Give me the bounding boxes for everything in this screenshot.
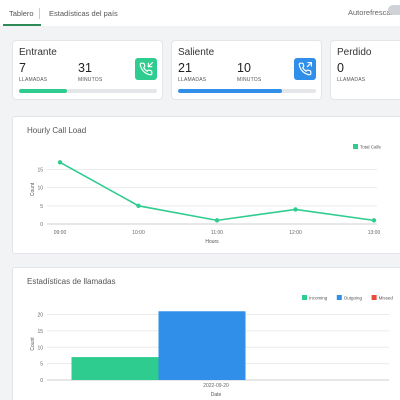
y-tick-label: 10: [37, 186, 43, 192]
bar-incoming: [71, 357, 159, 380]
y-tick-label: 20: [37, 313, 43, 319]
calls-unit: LLAMADAS: [19, 77, 48, 83]
x-axis-label: Date: [211, 392, 222, 398]
incoming-call-icon: [135, 58, 157, 80]
x-axis-label: Hours: [205, 239, 219, 245]
tab-bar: Tablero Estadísticas del país Autorefres…: [0, 0, 400, 26]
y-tick-label: 10: [37, 345, 43, 351]
data-point: [214, 218, 220, 223]
incoming-progress: [19, 89, 157, 93]
calls-value: 0: [337, 61, 344, 75]
series-line-total-calls: [59, 161, 375, 222]
data-point: [371, 218, 377, 223]
x-tick-label: 10:00: [132, 230, 145, 236]
calls-value: 21: [178, 61, 192, 75]
x-tick-label: 13:00: [368, 230, 381, 236]
auto-refresh-label: Autorefrescar: [348, 8, 394, 17]
legend-label-incoming: Incoming: [309, 296, 328, 301]
active-tab-indicator: [3, 24, 41, 26]
outgoing-card: Saliente 21 LLAMADAS 10 MINUTOS: [171, 40, 322, 100]
x-tick-label: 2022-09-20: [203, 383, 229, 389]
tab-divider: [39, 8, 40, 19]
tab-country-stats[interactable]: Estadísticas del país: [49, 9, 118, 18]
hourly-call-load-panel: Hourly Call Load 0 5 10 15 09:00 10:00 11:00 12…: [12, 116, 400, 254]
minutes-unit: MINUTOS: [78, 77, 103, 83]
incoming-progress-fill: [19, 89, 68, 93]
panel-title: Hourly Call Load: [27, 126, 87, 135]
auto-refresh-toggle[interactable]: [388, 5, 400, 15]
incoming-card: Entrante 7 LLAMADAS 31 MINUTOS: [12, 40, 163, 100]
call-statistics-panel: Estadísticas de llamadas 0 5 10 15 20 2022-09…: [12, 267, 400, 400]
minutes-unit: MINUTOS: [237, 77, 262, 83]
y-axis-label: Count: [30, 337, 36, 351]
y-tick-label: 5: [40, 204, 43, 210]
data-point: [136, 203, 141, 209]
y-tick-label: 5: [40, 362, 43, 368]
card-title: Entrante: [19, 47, 57, 58]
calls-unit: LLAMADAS: [178, 77, 207, 83]
minutes-value: 31: [78, 61, 92, 75]
calls-value: 7: [19, 61, 26, 75]
data-point: [293, 207, 298, 212]
missed-card: Perdido 0 LLAMADAS: [330, 40, 400, 100]
card-title: Perdido: [337, 47, 372, 58]
outgoing-call-icon: [294, 58, 316, 80]
card-title: Saliente: [178, 47, 215, 58]
y-axis-label: Count: [30, 182, 36, 196]
bar-outgoing: [158, 311, 246, 380]
outgoing-progress: [178, 89, 316, 93]
call-stats-bar-chart: 0 5 10 15 20 2022-09-20 Date Count Incoming Outgo…: [30, 295, 394, 398]
legend-label-missed: Missed: [379, 296, 394, 301]
y-tick-label: 15: [37, 168, 43, 174]
legend-label-outgoing: Outgoing: [344, 296, 363, 301]
calls-unit: LLAMADAS: [337, 77, 366, 83]
panel-title: Estadísticas de llamadas: [27, 277, 116, 286]
x-tick-label: 11:00: [211, 230, 223, 236]
tab-dashboard[interactable]: Tablero: [9, 9, 34, 18]
outgoing-progress-fill: [178, 89, 282, 93]
legend-swatch-missed: [371, 295, 377, 300]
y-tick-label: 0: [40, 222, 43, 228]
y-tick-label: 0: [40, 378, 43, 384]
legend-swatch-total-calls: [353, 144, 358, 149]
minutes-value: 10: [237, 61, 251, 75]
x-tick-label: 12:00: [289, 230, 302, 236]
hourly-line-chart: 0 5 10 15 09:00 10:00 11:00 12:00 13:00 Hours Coun…: [30, 144, 382, 245]
data-point: [57, 160, 63, 165]
legend-label-total-calls: Total Calls: [360, 145, 382, 150]
legend-swatch-outgoing: [336, 295, 342, 300]
y-tick-label: 15: [37, 329, 43, 335]
x-tick-label: 09:00: [54, 230, 67, 236]
legend-swatch-incoming: [302, 295, 307, 300]
